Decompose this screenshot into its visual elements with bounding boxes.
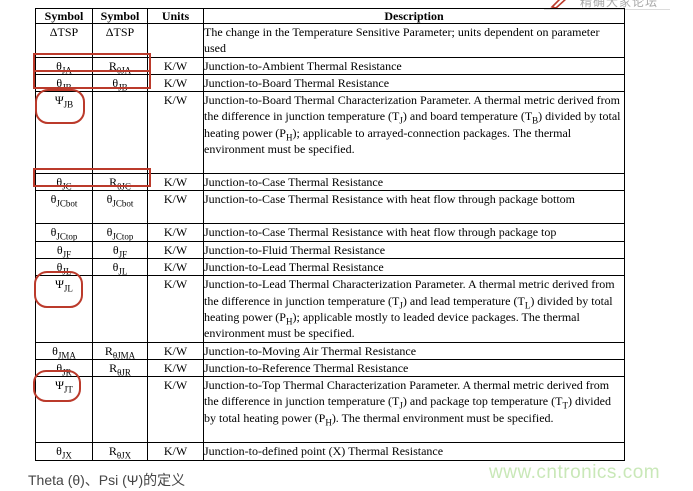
units-cell: K/W (147, 190, 204, 225)
units-cell: K/W (147, 341, 204, 360)
units-cell: K/W (147, 73, 204, 93)
symbol-alt-cell: θJCtop (92, 223, 148, 242)
table-row: ΨJB K/W Junction-to-Board Thermal Charac… (35, 91, 625, 175)
toolbar-text: 精确大家论坛 (580, 0, 659, 9)
description-cell: Junction-to-Reference Thermal Resistance (203, 358, 625, 378)
table-row: θJCbot θJCbot K/W Junction-to-Case Therm… (35, 190, 625, 225)
red-pen-icon[interactable] (550, 0, 574, 9)
table-header-row: Symbol Symbol Units Description (35, 8, 625, 24)
units-cell: K/W (147, 91, 204, 175)
table-row: θJX RθJX K/W Junction-to-defined point (… (35, 442, 625, 462)
symbol-alt-cell: RθJA (92, 56, 148, 75)
symbol-cell: θJCtop (35, 223, 93, 242)
symbol-cell: ΨJB (35, 91, 93, 175)
symbol-alt-cell: RθJX (92, 442, 148, 462)
units-cell: K/W (147, 56, 204, 75)
units-cell: K/W (147, 376, 204, 444)
table-row: ΔTSP ΔTSP The change in the Temperature … (35, 23, 625, 58)
units-cell: K/W (147, 442, 204, 462)
description-cell: Junction-to-Ambient Thermal Resistance (203, 56, 625, 75)
table-row: ΨJL K/W Junction-to-Lead Thermal Charact… (35, 275, 625, 343)
symbol-cell: θJF (35, 240, 93, 260)
description-cell: Junction-to-Board Thermal Characterizati… (203, 91, 625, 175)
symbol-cell: ΨJL (35, 275, 93, 343)
description-cell: Junction-to-defined point (X) Thermal Re… (203, 442, 625, 462)
table-row: θJMA RθJMA K/W Junction-to-Moving Air Th… (35, 341, 625, 360)
symbol-alt-cell: θJF (92, 240, 148, 260)
symbol-cell: ΨJT (35, 376, 93, 444)
column-header-units: Units (147, 8, 204, 24)
symbol-alt-cell: θJL (92, 258, 148, 277)
table-row: θJL θJL K/W Junction-to-Lead Thermal Res… (35, 258, 625, 277)
description-cell: Junction-to-Case Thermal Resistance (203, 173, 625, 192)
symbol-alt-cell: RθJR (92, 358, 148, 378)
table-row: θJB θJB K/W Junction-to-Board Thermal Re… (35, 73, 625, 93)
site-watermark: www.cntronics.com (489, 462, 661, 483)
symbol-cell: θJCbot (35, 190, 93, 225)
column-header-symbol: Symbol (35, 8, 93, 24)
symbol-cell: θJC (35, 173, 93, 192)
units-cell: K/W (147, 240, 204, 260)
table-row: ΨJT K/W Junction-to-Top Thermal Characte… (35, 376, 625, 444)
table-row: θJA RθJA K/W Junction-to-Ambient Thermal… (35, 56, 625, 75)
description-cell: Junction-to-Top Thermal Characterization… (203, 376, 625, 444)
symbol-alt-cell: RθJMA (92, 341, 148, 360)
symbol-cell: θJX (35, 442, 93, 462)
description-cell: Junction-to-Case Thermal Resistance with… (203, 190, 625, 225)
description-cell: The change in the Temperature Sensitive … (203, 23, 625, 58)
symbol-alt-cell (92, 91, 148, 175)
column-header-symbol-alt: Symbol (92, 8, 148, 24)
symbol-cell: θJB (35, 73, 93, 93)
symbol-cell: θJMA (35, 341, 93, 360)
symbol-cell: θJR (35, 358, 93, 378)
units-cell: K/W (147, 173, 204, 192)
description-cell: Junction-to-Fluid Thermal Resistance (203, 240, 625, 260)
thermal-symbols-table: Symbol Symbol Units Description ΔTSP ΔTS… (35, 8, 625, 462)
units-cell: K/W (147, 258, 204, 277)
symbol-alt-cell (92, 275, 148, 343)
description-cell: Junction-to-Lead Thermal Characterizatio… (203, 275, 625, 343)
table-row: θJC RθJC K/W Junction-to-Case Thermal Re… (35, 173, 625, 192)
column-header-description: Description (203, 8, 625, 24)
figure-caption: Theta (θ)、Psi (Ψ)的定义 (28, 472, 186, 488)
units-cell: K/W (147, 358, 204, 378)
symbol-alt-cell: θJB (92, 73, 148, 93)
description-cell: Junction-to-Moving Air Thermal Resistanc… (203, 341, 625, 360)
symbol-cell: θJL (35, 258, 93, 277)
description-cell: Junction-to-Case Thermal Resistance with… (203, 223, 625, 242)
description-cell: Junction-to-Lead Thermal Resistance (203, 258, 625, 277)
units-cell (147, 23, 204, 58)
description-cell: Junction-to-Board Thermal Resistance (203, 73, 625, 93)
symbol-alt-cell: RθJC (92, 173, 148, 192)
symbol-alt-cell (92, 376, 148, 444)
symbol-alt-cell: ΔTSP (92, 23, 148, 58)
table-row: θJR RθJR K/W Junction-to-Reference Therm… (35, 358, 625, 378)
symbol-cell: θJA (35, 56, 93, 75)
units-cell: K/W (147, 275, 204, 343)
units-cell: K/W (147, 223, 204, 242)
symbol-alt-cell: θJCbot (92, 190, 148, 225)
table-row: θJF θJF K/W Junction-to-Fluid Thermal Re… (35, 240, 625, 260)
symbol-cell: ΔTSP (35, 23, 93, 58)
table-row: θJCtop θJCtop K/W Junction-to-Case Therm… (35, 223, 625, 242)
